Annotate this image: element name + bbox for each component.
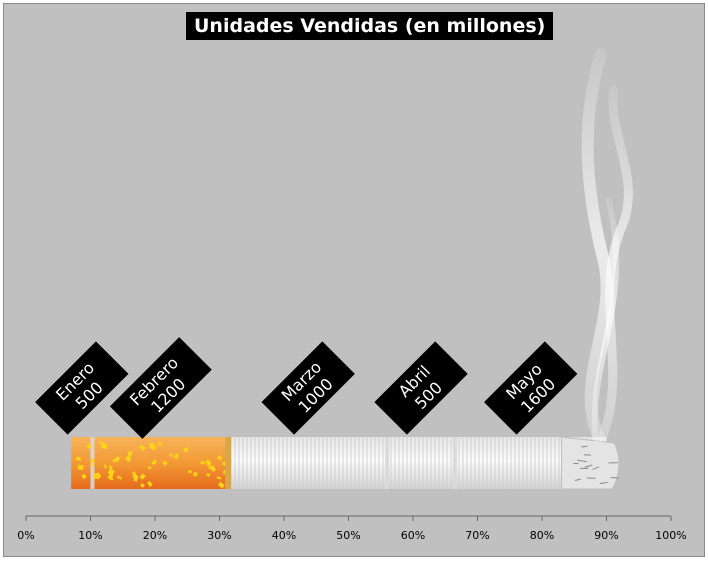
filter-speckle: [107, 468, 115, 476]
filter-speckle: [157, 442, 163, 446]
smoke-plume: [581, 49, 613, 443]
filter-speckle: [75, 456, 81, 461]
filter-speckle: [90, 462, 95, 467]
data-label-box: [484, 341, 578, 435]
filter-speckle: [125, 455, 131, 462]
filter-speckle: [133, 477, 138, 482]
filter-speckle: [114, 456, 121, 462]
filter-speckle: [107, 473, 114, 480]
data-label-box: [109, 337, 212, 439]
segment-separator: [385, 437, 390, 489]
ash-mark: [581, 445, 588, 448]
x-tick-label: 10%: [78, 529, 102, 542]
filter-speckle: [87, 444, 92, 448]
filter-speckle: [217, 481, 225, 489]
filter-speckle: [187, 469, 193, 474]
data-label-box: [261, 341, 355, 435]
filter-speckle: [138, 444, 146, 451]
filter-speckle: [90, 458, 95, 463]
bar-rib-texture: [387, 437, 455, 489]
filter-ring: [225, 437, 232, 489]
smoke-plume: [598, 85, 633, 442]
segment-separator: [452, 437, 457, 489]
filter-speckle: [108, 465, 113, 470]
data-label-box: [374, 341, 468, 435]
filter-speckle: [103, 464, 108, 469]
filter-speckle: [98, 441, 105, 446]
x-tick-label: 30%: [207, 529, 231, 542]
filter-speckle: [150, 442, 156, 448]
filter-speckle: [147, 465, 152, 470]
filter-speckle: [77, 464, 84, 470]
x-tick-label: 60%: [401, 529, 425, 542]
filter-speckle: [127, 451, 133, 457]
filter-speckle: [208, 466, 213, 470]
x-tick-label: 20%: [143, 529, 167, 542]
filter-speckle: [81, 473, 87, 480]
x-tick-label: 70%: [465, 529, 489, 542]
ash-mark: [584, 464, 593, 468]
ash-mark: [574, 478, 582, 482]
filter-speckle: [140, 483, 145, 488]
filter-speckle: [200, 460, 206, 465]
x-tick-label: 80%: [530, 529, 554, 542]
filter-speckle: [205, 459, 212, 466]
filter-speckle: [147, 480, 153, 487]
filter-speckle: [173, 453, 180, 460]
filter-speckle: [162, 460, 168, 466]
filter-speckle: [206, 472, 211, 477]
x-tick-label: 100%: [655, 529, 686, 542]
x-tick-label: 50%: [336, 529, 360, 542]
data-label-box: [35, 341, 129, 435]
filter-speckle: [216, 455, 223, 461]
filter-speckle: [183, 446, 189, 453]
filter-speckle: [93, 472, 100, 479]
bar-enero: [71, 437, 93, 489]
x-tick-label: 40%: [272, 529, 296, 542]
smoke-plume: [591, 197, 620, 440]
filter-speckle: [116, 475, 123, 480]
filter-speckle: [139, 473, 146, 480]
ash-mark: [577, 459, 587, 463]
filter-speckle: [151, 459, 157, 466]
filter-speckle: [132, 474, 139, 480]
ash-tip: [561, 436, 620, 490]
ash-mark: [599, 481, 608, 484]
filter-speckle: [209, 464, 217, 473]
filter-speckle: [169, 452, 174, 458]
filter-speckle: [193, 472, 198, 477]
x-tick-label: 0%: [17, 529, 34, 542]
ash-mark: [592, 466, 600, 470]
chart-title: Unidades Vendidas (en millones): [186, 12, 554, 40]
filter-speckle: [216, 476, 222, 480]
x-tick-label: 90%: [594, 529, 618, 542]
bar-rib-texture: [229, 437, 388, 489]
